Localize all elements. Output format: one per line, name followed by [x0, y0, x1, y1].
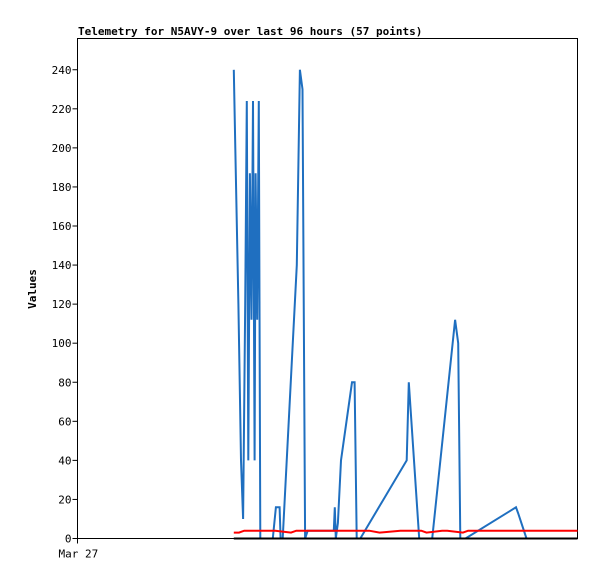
y-tick-label: 80	[58, 376, 71, 389]
y-tick-label: 40	[58, 454, 71, 467]
y-tick-label: 140	[52, 259, 72, 272]
y-tick-label: 120	[52, 298, 72, 311]
y-tick-label: 60	[58, 415, 71, 428]
x-axis: Mar 27	[59, 538, 99, 561]
series-group	[232, 69, 578, 540]
y-axis-label: Values	[26, 269, 39, 309]
y-tick-label: 200	[52, 142, 72, 155]
y-tick-label: 0	[65, 533, 72, 546]
y-tick-label: 100	[52, 337, 72, 350]
y-tick-label: 220	[52, 103, 72, 116]
y-tick-label: 20	[58, 493, 71, 506]
chart-title: Telemetry for N5AVY-9 over last 96 hours…	[78, 25, 422, 38]
y-tick-label: 180	[52, 181, 72, 194]
y-axis: 0 20 40 60 80 100 120 140 160 180 200 220 240	[52, 64, 78, 546]
y-tick-label: 240	[52, 64, 72, 77]
x-tick-label: Mar 27	[59, 548, 99, 561]
y-tick-label: 160	[52, 220, 72, 233]
series-line-2	[233, 529, 578, 534]
